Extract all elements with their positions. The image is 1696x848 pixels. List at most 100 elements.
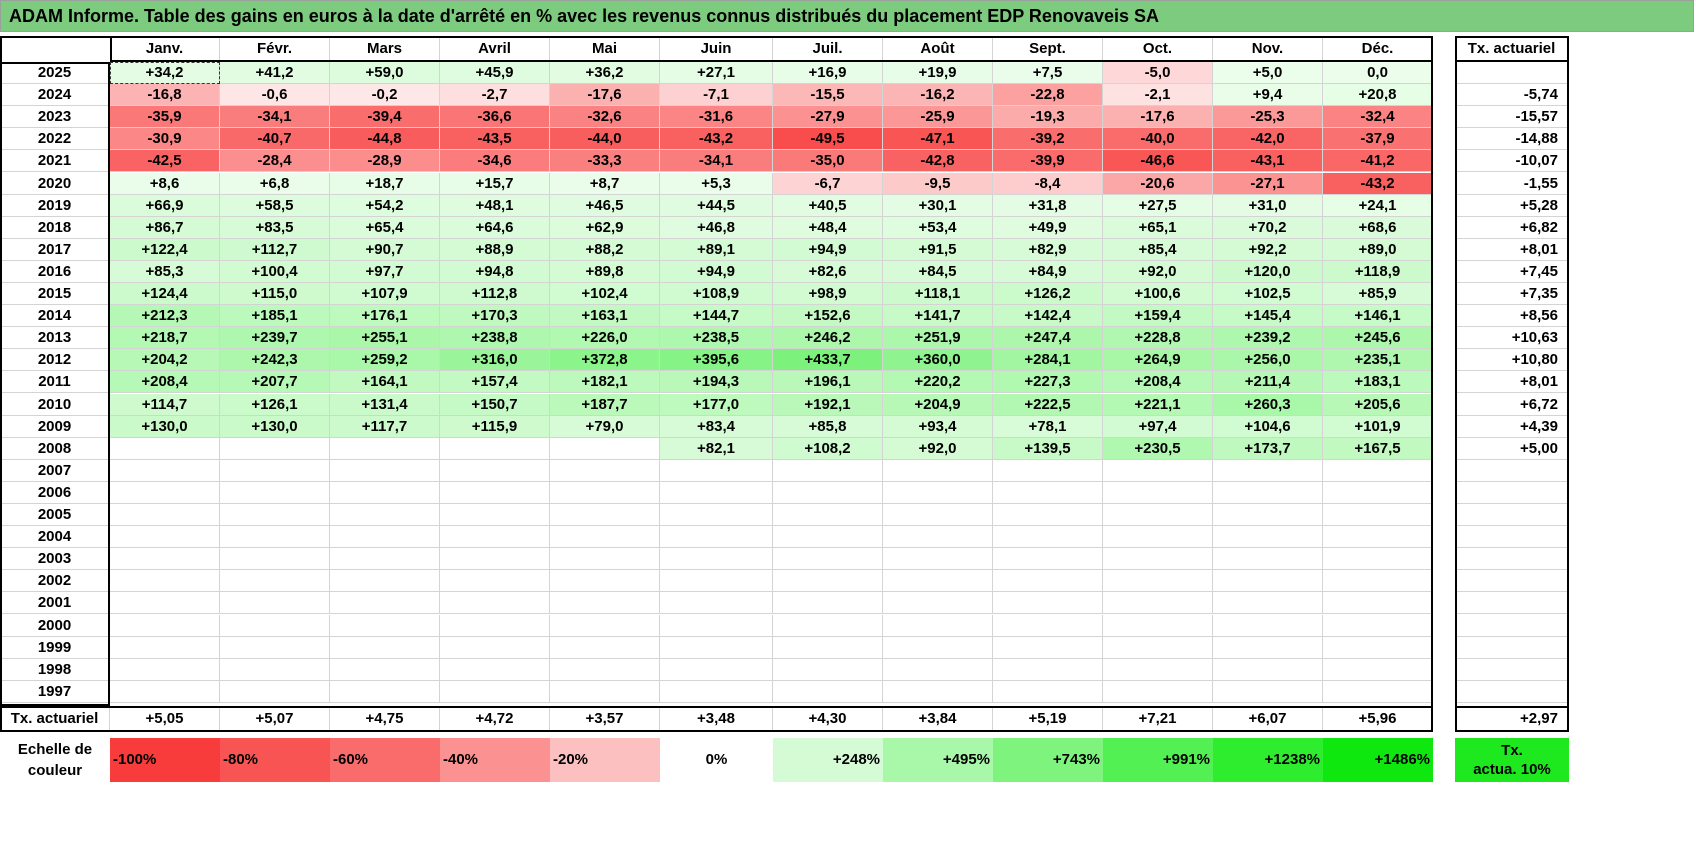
table-cell: -30,9 bbox=[110, 128, 220, 151]
table-cell bbox=[1103, 570, 1213, 593]
table-cell: +40,5 bbox=[773, 194, 883, 217]
table-cell: +89,0 bbox=[1323, 238, 1433, 261]
table-cell: +194,3 bbox=[660, 371, 773, 394]
table-cell bbox=[660, 504, 773, 527]
table-cell bbox=[660, 459, 773, 482]
table-cell: +8,6 bbox=[110, 172, 220, 195]
year-label: 2011 bbox=[0, 371, 110, 394]
column-header-10: Oct. bbox=[1103, 36, 1213, 62]
table-cell: -46,6 bbox=[1103, 150, 1213, 173]
table-cell bbox=[773, 614, 883, 637]
table-cell bbox=[330, 680, 440, 703]
table-cell bbox=[550, 437, 660, 460]
table-cell: +238,5 bbox=[660, 327, 773, 350]
table-cell: +88,2 bbox=[550, 238, 660, 261]
table-cell: +83,4 bbox=[660, 415, 773, 438]
table-cell bbox=[993, 459, 1103, 482]
table-cell: +65,4 bbox=[330, 216, 440, 239]
table-cell bbox=[550, 459, 660, 482]
table-cell: -28,4 bbox=[220, 150, 330, 173]
column-header-8: Août bbox=[883, 36, 993, 62]
table-cell: -22,8 bbox=[993, 84, 1103, 107]
table-cell: +245,6 bbox=[1323, 327, 1433, 350]
table-cell bbox=[1103, 481, 1213, 504]
year-label: 2005 bbox=[0, 504, 110, 527]
year-label: 2010 bbox=[0, 393, 110, 416]
color-scale-swatch: -80% bbox=[220, 738, 330, 782]
table-cell: -39,9 bbox=[993, 150, 1103, 173]
color-scale-tx-swatch: Tx. actua. 10% bbox=[1455, 738, 1569, 782]
column-header-12: Déc. bbox=[1323, 36, 1433, 62]
table-cell: +112,7 bbox=[220, 238, 330, 261]
table-cell bbox=[550, 526, 660, 549]
footer-cell: +4,75 bbox=[330, 706, 440, 732]
table-cell bbox=[1323, 636, 1433, 659]
table-cell: +230,5 bbox=[1103, 437, 1213, 460]
table-cell bbox=[773, 592, 883, 615]
color-scale-swatch: +991% bbox=[1103, 738, 1213, 782]
tx-actuariel-cell bbox=[1455, 614, 1569, 637]
table-cell bbox=[220, 548, 330, 571]
table-cell bbox=[440, 548, 550, 571]
table-cell bbox=[773, 636, 883, 659]
year-label: 2016 bbox=[0, 260, 110, 283]
table-cell: -35,0 bbox=[773, 150, 883, 173]
table-cell: +395,6 bbox=[660, 349, 773, 372]
year-label: 2002 bbox=[0, 570, 110, 593]
tx-actuariel-cell: -15,57 bbox=[1455, 106, 1569, 129]
table-cell: +5,0 bbox=[1213, 62, 1323, 85]
table-cell: +82,1 bbox=[660, 437, 773, 460]
table-cell: +31,8 bbox=[993, 194, 1103, 217]
table-cell bbox=[220, 636, 330, 659]
table-cell: -43,2 bbox=[660, 128, 773, 151]
table-cell: -43,2 bbox=[1323, 172, 1433, 195]
tx-actuariel-cell bbox=[1455, 680, 1569, 703]
year-label: 2000 bbox=[0, 614, 110, 637]
footer-cell: +5,19 bbox=[993, 706, 1103, 732]
table-cell bbox=[550, 504, 660, 527]
table-cell bbox=[1323, 459, 1433, 482]
table-cell bbox=[110, 504, 220, 527]
table-cell bbox=[110, 592, 220, 615]
table-cell: +54,2 bbox=[330, 194, 440, 217]
table-cell bbox=[440, 526, 550, 549]
table-cell: -43,1 bbox=[1213, 150, 1323, 173]
table-cell: +68,6 bbox=[1323, 216, 1433, 239]
table-cell: +85,9 bbox=[1323, 283, 1433, 306]
table-cell: +131,4 bbox=[330, 393, 440, 416]
tx-actuariel-cell: +10,80 bbox=[1455, 349, 1569, 372]
table-cell: +89,8 bbox=[550, 260, 660, 283]
table-cell bbox=[550, 636, 660, 659]
table-cell bbox=[773, 459, 883, 482]
color-scale-label-line1: Echelle de bbox=[17, 741, 93, 758]
table-cell: -42,0 bbox=[1213, 128, 1323, 151]
table-cell: -36,6 bbox=[440, 106, 550, 129]
table-cell: +152,6 bbox=[773, 305, 883, 328]
table-cell bbox=[993, 636, 1103, 659]
table-cell bbox=[550, 548, 660, 571]
table-cell: +97,4 bbox=[1103, 415, 1213, 438]
table-cell bbox=[330, 504, 440, 527]
table-cell bbox=[993, 658, 1103, 681]
table-cell bbox=[110, 548, 220, 571]
table-cell: +48,1 bbox=[440, 194, 550, 217]
table-cell: 0,0 bbox=[1323, 62, 1433, 85]
tx-actuariel-cell: +5,28 bbox=[1455, 194, 1569, 217]
color-scale-swatch: +1238% bbox=[1213, 738, 1323, 782]
table-cell bbox=[993, 680, 1103, 703]
table-cell bbox=[110, 570, 220, 593]
table-cell bbox=[1103, 526, 1213, 549]
table-cell: +8,7 bbox=[550, 172, 660, 195]
table-cell bbox=[110, 459, 220, 482]
table-cell: +239,7 bbox=[220, 327, 330, 350]
table-cell: +226,0 bbox=[550, 327, 660, 350]
table-cell: +34,2 bbox=[110, 62, 220, 85]
table-cell: +79,0 bbox=[550, 415, 660, 438]
column-header-1: Janv. bbox=[110, 36, 220, 62]
table-cell: +104,6 bbox=[1213, 415, 1323, 438]
table-cell: +19,9 bbox=[883, 62, 993, 85]
table-cell: +150,7 bbox=[440, 393, 550, 416]
year-label: 2017 bbox=[0, 238, 110, 261]
table-cell: +27,5 bbox=[1103, 194, 1213, 217]
table-cell: +58,5 bbox=[220, 194, 330, 217]
